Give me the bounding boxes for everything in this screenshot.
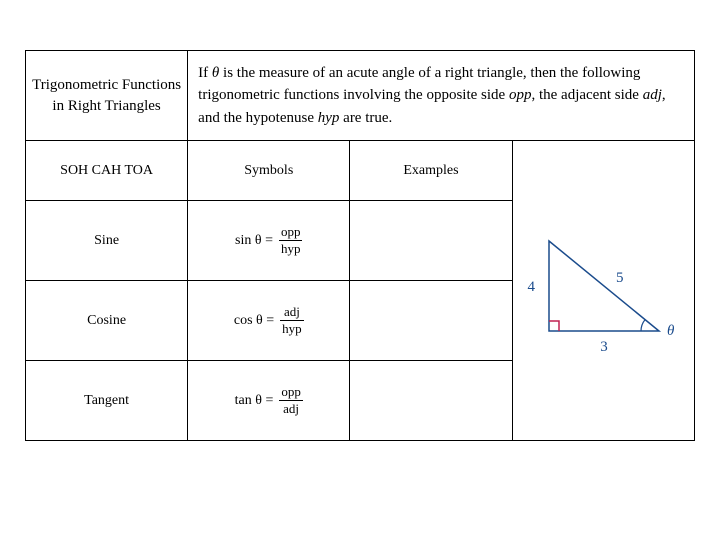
subheader-col1: SOH CAH TOA <box>26 141 188 201</box>
tangent-example <box>350 361 512 441</box>
cosine-frac: adj hyp <box>280 305 304 337</box>
sine-lhs: sin θ = <box>235 233 273 249</box>
sine-formula: sin θ = opp hyp <box>235 225 302 257</box>
cosine-lhs: cos θ = <box>234 313 274 329</box>
trig-table: Trigonometric Functions in Right Triangl… <box>25 50 695 441</box>
def-opp: opp <box>509 87 532 103</box>
cosine-num: adj <box>282 305 302 319</box>
tangent-num: opp <box>279 385 303 399</box>
cosine-label: Cosine <box>26 281 188 361</box>
sine-den: hyp <box>279 242 303 256</box>
triangle-cell: 4 5 3 θ <box>512 141 694 441</box>
tangent-formula-cell: tan θ = opp adj <box>188 361 350 441</box>
cosine-example <box>350 281 512 361</box>
tangent-label: Tangent <box>26 361 188 441</box>
table-title-cell: Trigonometric Functions in Right Triangl… <box>26 51 188 141</box>
svg-text:θ: θ <box>667 323 675 339</box>
def-p1: If <box>198 65 212 81</box>
table-title: Trigonometric Functions in Right Triangl… <box>32 77 181 113</box>
svg-text:3: 3 <box>600 339 608 355</box>
tangent-den: adj <box>281 402 301 416</box>
svg-text:5: 5 <box>616 270 624 286</box>
sine-example <box>350 201 512 281</box>
sine-num: opp <box>279 225 303 239</box>
cosine-den: hyp <box>280 322 304 336</box>
header-row: Trigonometric Functions in Right Triangl… <box>26 51 695 141</box>
tangent-lhs: tan θ = <box>235 393 274 409</box>
def-hyp: hyp <box>318 110 340 126</box>
sine-label: Sine <box>26 201 188 281</box>
subheader-row: SOH CAH TOA Symbols Examples 453θ <box>26 141 695 201</box>
sine-frac: opp hyp <box>279 225 303 257</box>
tangent-frac: opp adj <box>279 385 303 417</box>
sine-formula-cell: sin θ = opp hyp <box>188 201 350 281</box>
cosine-formula-cell: cos θ = adj hyp <box>188 281 350 361</box>
subheader-col2: Symbols <box>188 141 350 201</box>
triangle-diagram: 4 5 3 θ <box>519 221 689 361</box>
tangent-formula: tan θ = opp adj <box>235 385 303 417</box>
def-p5: are true. <box>339 110 392 126</box>
cosine-formula: cos θ = adj hyp <box>234 305 304 337</box>
svg-text:4: 4 <box>527 279 535 295</box>
page: Trigonometric Functions in Right Triangl… <box>0 0 720 461</box>
definition-cell: If θ is the measure of an acute angle of… <box>188 51 695 141</box>
subheader-col3: Examples <box>350 141 512 201</box>
def-p3: , the adjacent side <box>531 87 642 103</box>
def-adj: adj <box>643 87 662 103</box>
